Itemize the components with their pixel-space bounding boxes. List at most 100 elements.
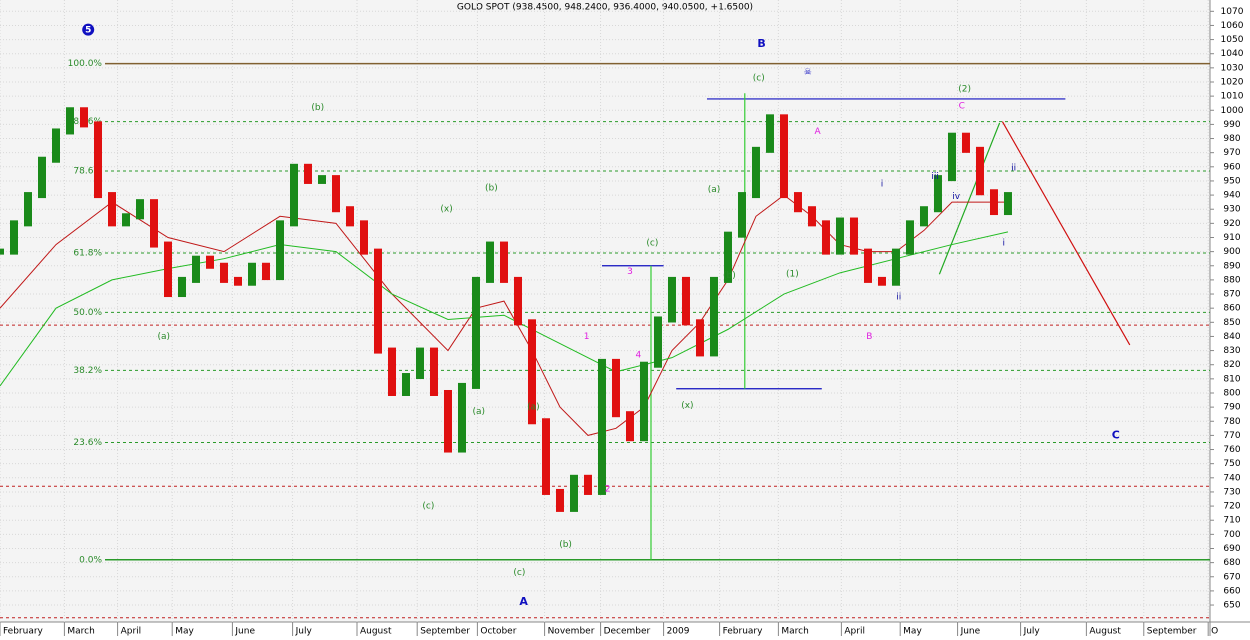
annotation: (a) (527, 403, 540, 413)
annotation: ii (896, 292, 901, 302)
x-tick-label: September (1147, 627, 1197, 637)
y-tick-label: 870 (1223, 290, 1240, 300)
y-tick-label: 1050 (1221, 35, 1244, 45)
price-bar (373, 248, 382, 354)
y-tick-label: 770 (1223, 431, 1240, 441)
price-bar (429, 347, 438, 396)
x-tick-label: October (480, 627, 516, 637)
moving-average (0, 194, 1008, 436)
x-tick-label: November (548, 627, 595, 637)
y-tick-label: 650 (1223, 601, 1240, 611)
x-tick-label: July (1023, 627, 1041, 637)
x-tick-label: 2009 (667, 627, 690, 637)
level-label: 100.0% (68, 59, 103, 69)
y-tick-label: 820 (1223, 360, 1240, 370)
annotation: 3 (627, 267, 633, 277)
price-bar (737, 192, 746, 238)
annotation: iv (952, 192, 961, 202)
price-bar (191, 255, 200, 283)
price-bar (961, 132, 970, 153)
annotation: (c) (422, 502, 434, 512)
price-bar (65, 107, 74, 135)
price-bar (611, 358, 620, 418)
annotation: B (866, 332, 872, 342)
price-bar (415, 347, 424, 380)
price-bar (695, 319, 704, 357)
price-bar (79, 107, 88, 128)
y-tick-label: 750 (1223, 459, 1240, 469)
price-bar (835, 217, 844, 255)
y-tick-label: 1060 (1221, 21, 1244, 31)
y-tick-label: 720 (1223, 502, 1240, 512)
price-bar (723, 231, 732, 283)
y-tick-label: 700 (1223, 530, 1240, 540)
price-bar (639, 361, 648, 442)
price-bar (0, 248, 4, 255)
chart-title: GOLD SPOT (938.4500, 948.2400, 936.4000,… (457, 3, 753, 13)
annotation: (1) (786, 270, 799, 280)
y-tick-label: 1040 (1221, 49, 1244, 59)
annotation: (c) (646, 239, 658, 249)
y-tick-label: 790 (1223, 403, 1240, 413)
annotation: (x) (681, 401, 693, 411)
y-tick-label: 690 (1223, 544, 1240, 554)
price-bar (975, 146, 984, 196)
price-bar (905, 220, 914, 255)
y-tick-label: 800 (1223, 388, 1240, 398)
price-bar (457, 382, 466, 453)
y-tick-label: 810 (1223, 374, 1240, 384)
y-tick-label: 1010 (1221, 92, 1244, 102)
price-bar (317, 175, 326, 184)
annotation: A (815, 127, 822, 137)
x-tick-label: March (67, 627, 94, 637)
annotation-circle (82, 23, 95, 36)
price-bar (247, 262, 256, 286)
y-tick-label: 730 (1223, 487, 1240, 497)
price-bar (163, 241, 172, 298)
price-bar (93, 121, 102, 199)
price-bar (933, 175, 942, 213)
x-tick-label: December (604, 627, 651, 637)
price-bar (919, 206, 928, 227)
annotation: (a) (473, 407, 486, 417)
price-bar (9, 220, 18, 255)
annotation: (b) (559, 540, 572, 550)
price-bar (485, 241, 494, 283)
annotation: C (1112, 428, 1120, 441)
y-tick-label: 910 (1223, 233, 1240, 243)
y-tick-label: 710 (1223, 516, 1240, 526)
price-bar (625, 411, 634, 442)
annotation: i (1003, 239, 1006, 249)
price-bar (275, 220, 284, 281)
price-bar (667, 276, 676, 323)
price-bar (107, 192, 116, 227)
y-tick-label: 740 (1223, 473, 1240, 483)
x-tick-label: April (121, 627, 142, 637)
price-bar (37, 156, 46, 199)
price-bar (359, 220, 368, 255)
price-bar (653, 316, 662, 368)
y-tick-label: 930 (1223, 205, 1240, 215)
price-bar (261, 262, 270, 281)
price-bar (541, 418, 550, 495)
y-tick-label: 960 (1223, 162, 1240, 172)
y-tick-label: 680 (1223, 558, 1240, 568)
price-bar (471, 276, 480, 389)
price-bar (513, 276, 522, 326)
x-tick-label: June (960, 627, 981, 637)
price-bar (205, 255, 214, 269)
x-tick-label: August (1089, 627, 1121, 637)
y-tick-label: 1030 (1221, 63, 1244, 73)
y-tick-label: 970 (1223, 148, 1240, 158)
price-bar (331, 175, 340, 213)
x-tick-label: June (234, 627, 255, 637)
price-bar (555, 488, 564, 512)
y-tick-label: 920 (1223, 219, 1240, 229)
annotation: (b) (485, 184, 498, 194)
y-tick-label: 780 (1223, 417, 1240, 427)
annotation: ☠ (804, 68, 812, 78)
plot-background (0, 0, 1210, 622)
price-bar (1003, 192, 1012, 216)
